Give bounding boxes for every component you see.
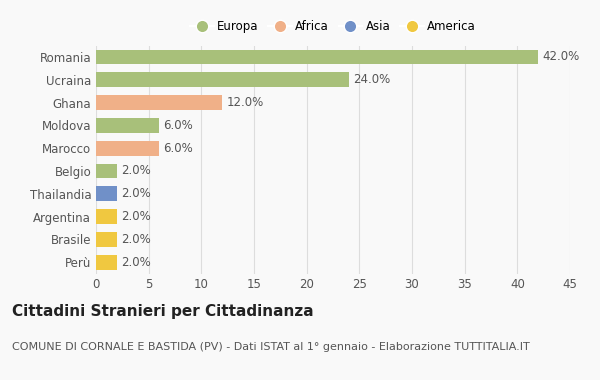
Text: 2.0%: 2.0% (121, 187, 151, 200)
Text: COMUNE DI CORNALE E BASTIDA (PV) - Dati ISTAT al 1° gennaio - Elaborazione TUTTI: COMUNE DI CORNALE E BASTIDA (PV) - Dati … (12, 342, 530, 352)
Text: 2.0%: 2.0% (121, 256, 151, 269)
Bar (96, 187, 117, 201)
Bar (96, 95, 223, 110)
Legend: Europa, Africa, Asia, America: Europa, Africa, Asia, America (185, 15, 481, 37)
Bar (96, 209, 117, 224)
Text: 2.0%: 2.0% (121, 165, 151, 177)
Bar (96, 163, 117, 179)
Bar (96, 141, 159, 156)
Bar (96, 49, 538, 64)
Text: 24.0%: 24.0% (353, 73, 390, 86)
Text: 42.0%: 42.0% (542, 51, 580, 63)
Bar (96, 73, 349, 87)
Text: 6.0%: 6.0% (163, 119, 193, 132)
Bar (96, 232, 117, 247)
Text: 12.0%: 12.0% (227, 96, 264, 109)
Bar (96, 118, 159, 133)
Bar (96, 255, 117, 270)
Text: 2.0%: 2.0% (121, 233, 151, 246)
Text: 2.0%: 2.0% (121, 210, 151, 223)
Text: Cittadini Stranieri per Cittadinanza: Cittadini Stranieri per Cittadinanza (12, 304, 314, 319)
Text: 6.0%: 6.0% (163, 142, 193, 155)
